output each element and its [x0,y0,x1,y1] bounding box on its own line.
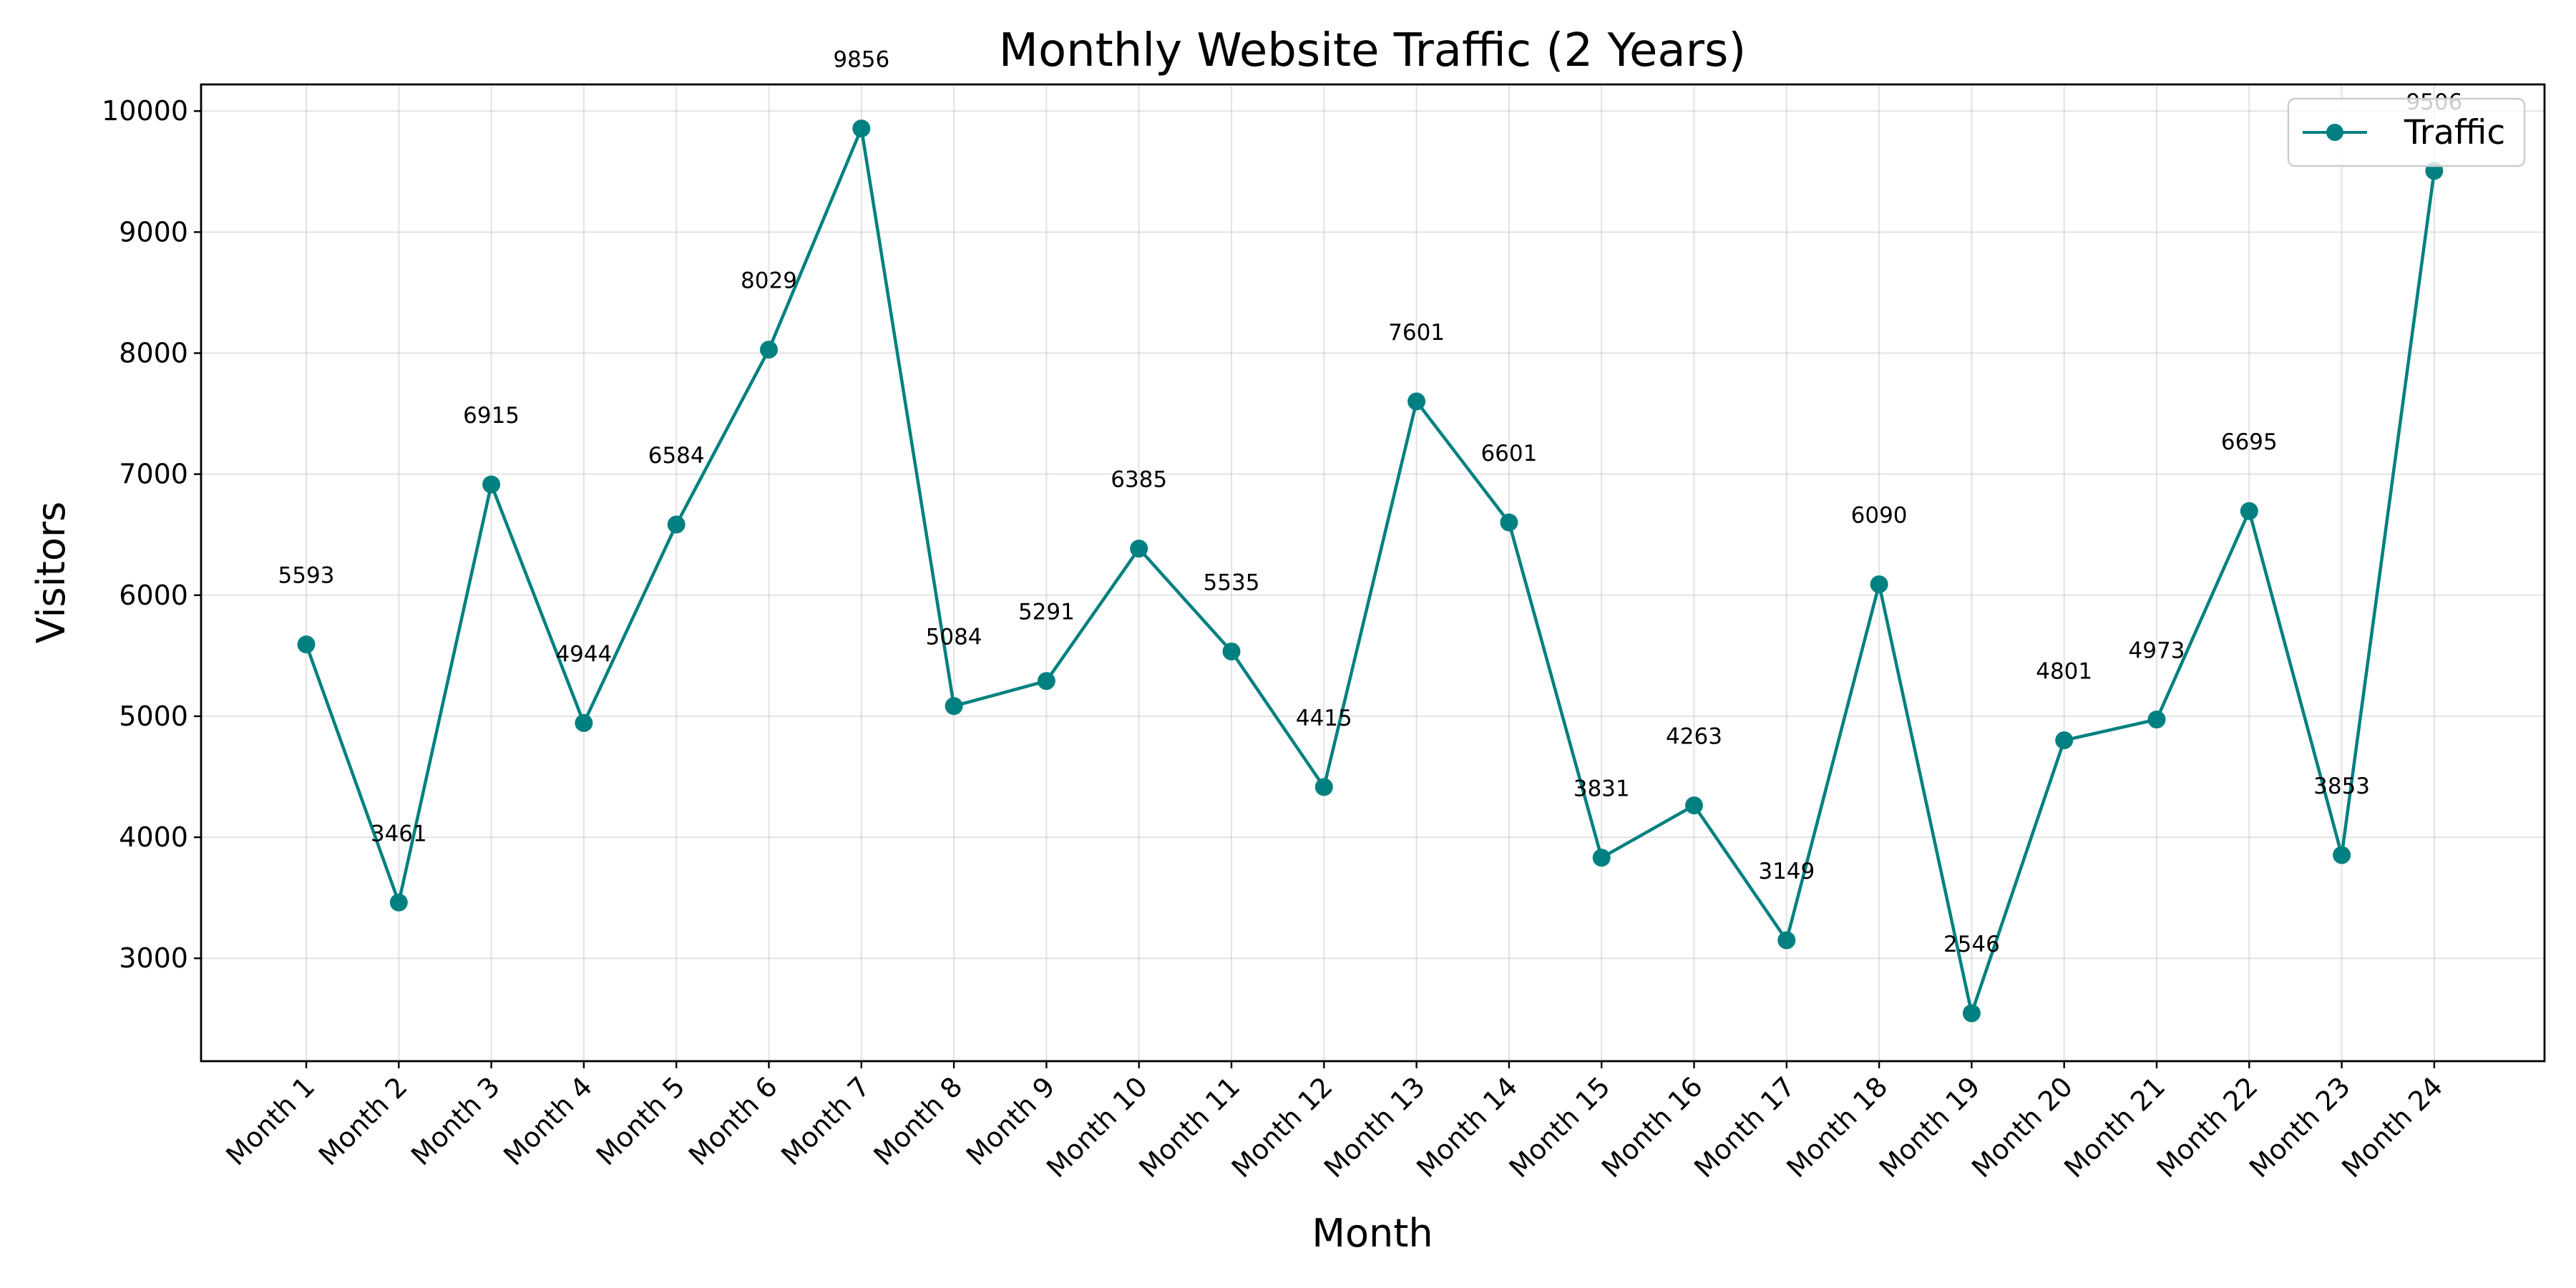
data-label: 9856 [833,47,889,73]
data-point-marker [2240,502,2258,520]
data-point-marker [667,515,686,534]
data-label: 4415 [1296,706,1352,731]
data-label: 4944 [555,641,612,667]
data-point-marker [482,475,501,494]
data-point-marker [1870,575,1888,594]
data-point-marker [1130,540,1148,558]
data-point-marker [1685,796,1703,815]
plot-frame [200,83,2546,1063]
data-label: 4801 [2036,659,2092,685]
data-label: 4973 [2129,638,2185,664]
data-point-marker [2055,731,2074,750]
data-point-marker [1500,513,1518,532]
y-tick-label: 7000 [119,459,188,490]
data-point-marker [2147,711,2166,729]
y-tick-label: 9000 [119,216,188,248]
data-point-marker [1314,778,1333,796]
data-label: 5535 [1204,570,1260,595]
legend: Traffic [2287,97,2526,167]
data-label: 6090 [1851,503,1908,529]
data-point-marker [297,635,316,654]
data-point-marker [2333,846,2351,864]
y-axis-label: Visitors [29,502,74,643]
legend-entry-traffic: Traffic [2404,113,2505,152]
data-point-marker [1222,642,1241,660]
data-point-marker [1777,931,1796,950]
data-point-marker [389,893,408,912]
y-tick-label: 8000 [119,338,188,369]
data-label: 4263 [1666,724,1722,750]
y-tick-label: 6000 [119,580,188,611]
grid-lines [201,84,2545,1061]
data-label: 3149 [1758,859,1815,884]
data-label: 6601 [1480,441,1537,467]
data-label: 5593 [278,563,335,589]
data-label: 6385 [1111,467,1167,493]
y-axis-ticks: 3000 4000 5000 6000 7000 8000 9000 10000 [102,95,201,974]
data-point-marker [852,119,871,138]
data-label: 6915 [463,403,519,429]
data-point-marker [1407,392,1426,411]
data-label: 3831 [1574,776,1630,802]
y-tick-label: 10000 [102,95,188,127]
data-label: 5084 [926,625,982,650]
data-point-marker [1037,672,1055,691]
data-label: 2546 [1943,932,2000,957]
legend-marker-icon [2326,124,2343,141]
data-point-marker [575,713,593,732]
series-layer [297,119,2444,1023]
data-label: 3853 [2313,774,2370,799]
legend-box [2287,97,2526,167]
y-tick-label: 5000 [119,701,188,732]
data-label: 7601 [1388,320,1445,346]
data-point-marker [1592,849,1611,867]
data-label: 3461 [371,821,427,847]
data-label: 5291 [1018,600,1075,625]
data-labels: 5593 3461 6915 4944 6584 8029 9856 5084 5291 6385… [278,47,2463,957]
data-label: 6584 [648,443,705,469]
data-point-marker [945,697,963,716]
data-label: 6695 [2221,429,2278,455]
y-tick-label: 4000 [119,821,188,853]
data-label: 8029 [741,268,797,294]
data-point-marker [760,341,778,359]
y-tick-label: 3000 [119,942,188,974]
x-axis-label: Month [1312,1211,1433,1256]
chart-title: Monthly Website Traffic (2 Years) [999,24,1747,77]
data-point-marker [1962,1004,1981,1023]
traffic-line [304,127,2436,1015]
